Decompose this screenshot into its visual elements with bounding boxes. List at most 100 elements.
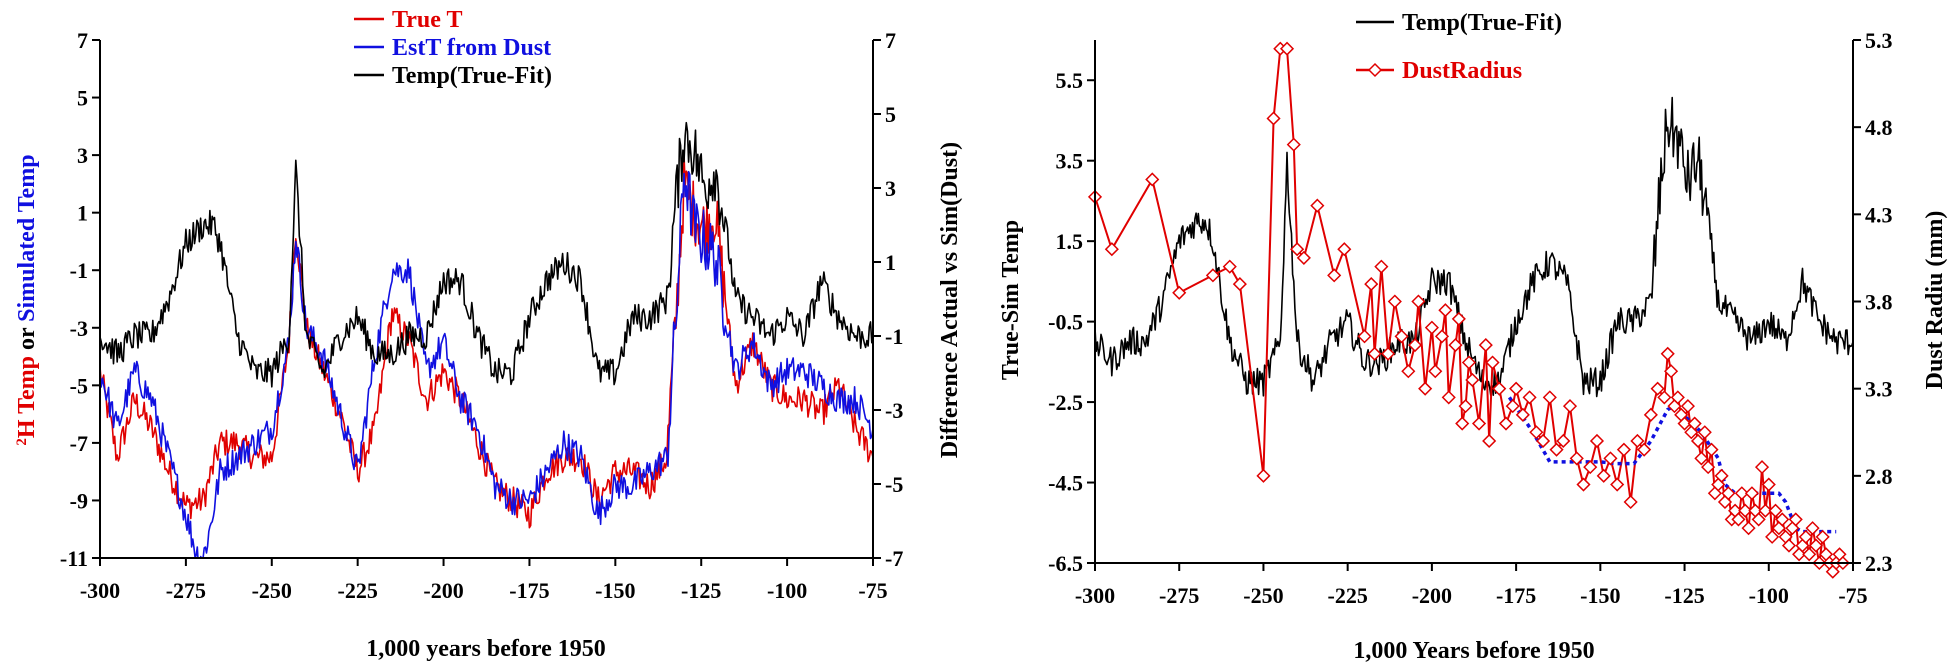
- y-tick-label: 3: [77, 143, 88, 168]
- x-tick-label: -175: [1496, 583, 1536, 608]
- x-tick-label: -275: [1159, 583, 1199, 608]
- x-tick-label: -175: [509, 578, 549, 603]
- legend-label: True T: [392, 7, 462, 33]
- y-axis-title: True-Sim Temp: [998, 220, 1024, 380]
- dust-radius-point: [1744, 486, 1759, 501]
- dust-radius-point: [1364, 277, 1379, 292]
- dust-radius-point: [1290, 242, 1305, 257]
- dust-radius-point: [1428, 364, 1443, 379]
- plot-area: [100, 121, 873, 558]
- x-axis-title: 1,000 years before 1950: [366, 636, 606, 662]
- dust-radius-point: [1104, 242, 1119, 257]
- dust-radius-point: [1825, 564, 1840, 579]
- dust-radius-point: [1616, 442, 1631, 457]
- dust-radius-point: [1670, 390, 1685, 405]
- x-tick-label: -200: [1412, 583, 1452, 608]
- x-tick-label: -250: [1243, 583, 1283, 608]
- dust-radius-point: [1286, 137, 1301, 152]
- dust-radius-point: [1381, 346, 1396, 361]
- dust-radius-point: [1418, 381, 1433, 396]
- y2-tick-label: 7: [885, 28, 896, 53]
- dust-radius-point: [1701, 460, 1716, 475]
- dust-radius-point: [1792, 547, 1807, 562]
- dust-radius-point: [1485, 355, 1500, 370]
- dust-radius-point: [1458, 399, 1473, 414]
- y2-tick-label: 2.8: [1865, 464, 1893, 489]
- dust-radius-point: [1522, 390, 1537, 405]
- series-line-fit-2: [1507, 396, 1837, 534]
- y-tick-label: -4.5: [1048, 471, 1083, 496]
- dust-radius-point: [1714, 468, 1729, 483]
- y-tick-label: -9: [70, 488, 88, 513]
- dust-radius-point: [1478, 338, 1493, 353]
- dust-radius-point: [1660, 346, 1675, 361]
- dust-radius-point: [1296, 250, 1311, 265]
- dust-radius-point: [1337, 242, 1352, 257]
- dust-radius-point: [1657, 390, 1672, 405]
- y2-tick-label: -5: [885, 472, 903, 497]
- x-tick-label: -300: [80, 578, 120, 603]
- y2-tick-label: -1: [885, 324, 903, 349]
- dust-radius-point: [1411, 294, 1426, 309]
- y-tick-label: -3: [70, 316, 88, 341]
- dust-radius-point: [1643, 407, 1658, 422]
- y-tick-label: 5.5: [1056, 68, 1084, 93]
- dust-radius-point: [1482, 433, 1497, 449]
- dust-radius-point: [1461, 355, 1477, 370]
- dust-radius-point: [1637, 442, 1652, 457]
- dust-radius-point: [1515, 407, 1530, 422]
- dust-radius-point: [1424, 320, 1439, 335]
- y2-tick-label: 5.3: [1865, 28, 1893, 53]
- dust-radius-point: [1694, 451, 1709, 466]
- series-line-temp-true-fit-: [1095, 96, 1853, 398]
- x-tick-label: -125: [681, 578, 721, 603]
- x-tick-label: -200: [423, 578, 463, 603]
- x-tick-label: -150: [1580, 583, 1620, 608]
- dust-radius-point: [1556, 433, 1571, 449]
- dust-radius-point: [1205, 268, 1220, 283]
- y-tick-label: -7: [70, 431, 88, 456]
- dust-radius-point: [1768, 503, 1783, 518]
- dust-radius-point: [1680, 399, 1695, 414]
- dust-radius-point: [1785, 521, 1800, 536]
- y2-axis-title: Dust Radiu (mm): [1922, 211, 1948, 390]
- dust-radius-point: [1761, 477, 1776, 492]
- dust-radius-point: [1687, 416, 1702, 431]
- dust-radius-point: [1603, 451, 1618, 466]
- y-tick-label: 5: [77, 86, 88, 111]
- dust-radius-point: [1394, 329, 1409, 344]
- dust-radius-point: [1145, 172, 1160, 187]
- dust-radius-point: [1731, 512, 1746, 527]
- dust-radius-point: [1802, 547, 1817, 562]
- dust-radius-point: [1630, 433, 1645, 449]
- x-tick-label: -125: [1664, 583, 1704, 608]
- dust-radius-point: [1795, 538, 1810, 553]
- y-tick-label: 3.5: [1056, 149, 1084, 174]
- dust-radius-point: [1734, 486, 1749, 501]
- dust-radius-point: [1677, 416, 1692, 431]
- x-tick-label: -150: [595, 578, 635, 603]
- dust-radius-point: [1535, 433, 1551, 449]
- dust-radius-point: [1610, 477, 1625, 492]
- dust-radius-point: [1758, 503, 1773, 518]
- dust-radius-point: [1650, 381, 1665, 396]
- y-tick-label: -1: [70, 258, 88, 283]
- x-tick-label: -275: [166, 578, 206, 603]
- dust-radius-point: [1471, 416, 1487, 431]
- dust-radius-point: [1310, 198, 1325, 213]
- dust-radius-point: [1542, 390, 1557, 405]
- dust-radius-point: [1279, 41, 1295, 56]
- dust-radius-point: [1754, 460, 1770, 475]
- y-tick-label: -6.5: [1048, 551, 1083, 576]
- dust-radius-point: [1498, 416, 1514, 431]
- x-tick-label: -225: [1328, 583, 1368, 608]
- chart-left: -300 -275 -250 -225 -200 -175 -150 -125 -100 -757…: [14, 7, 963, 662]
- y2-tick-label: 3.8: [1865, 290, 1893, 315]
- dust-radius-point: [1256, 468, 1271, 483]
- x-tick-label: -75: [858, 578, 887, 603]
- dust-radius-point: [1172, 285, 1187, 300]
- dust-radius-point: [1707, 486, 1722, 501]
- dust-radius-point: [1589, 433, 1605, 449]
- legend-label: DustRadius: [1402, 58, 1522, 84]
- x-tick-label: -225: [338, 578, 378, 603]
